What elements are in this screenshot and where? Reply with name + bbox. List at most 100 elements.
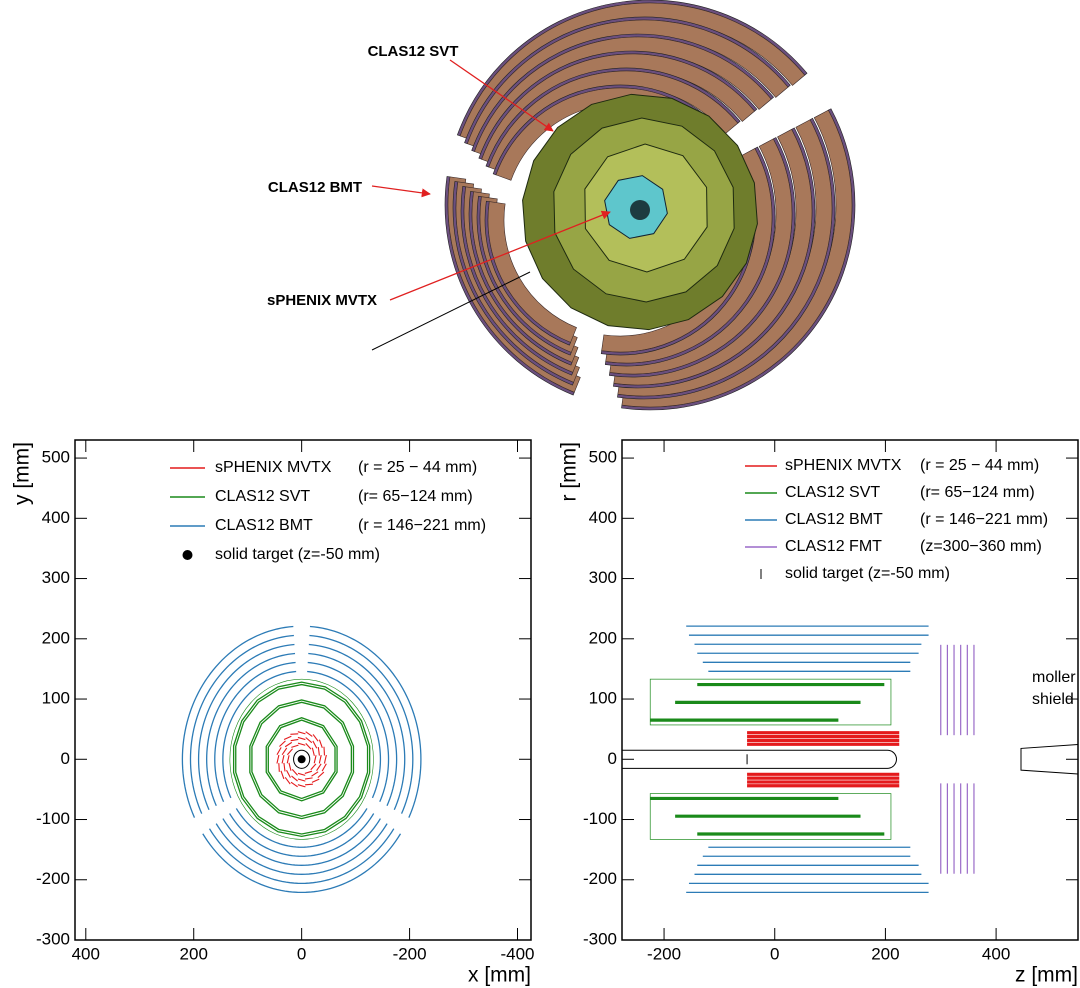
y-tick-label: 100 <box>42 689 70 708</box>
y-tick-label: -100 <box>36 809 70 828</box>
legend-label: CLAS12 BMT <box>785 511 883 528</box>
y-tick-label: 200 <box>42 628 70 647</box>
detector-rendering <box>445 0 855 410</box>
x-tick-label: 200 <box>871 944 899 963</box>
mvtx-stave <box>319 755 321 763</box>
legend-label: sPHENIX MVTX <box>215 459 332 476</box>
mvtx-stave <box>319 740 322 748</box>
legend-label: sPHENIX MVTX <box>785 457 902 474</box>
mvtx-stave <box>318 747 319 755</box>
label-3d: CLAS12 BMT <box>268 179 362 196</box>
target <box>298 755 306 763</box>
mvtx-stave <box>290 734 298 735</box>
mvtx-stave <box>282 748 287 755</box>
mvtx-stave <box>285 777 290 784</box>
mvtx-stave <box>285 742 292 746</box>
bmt-layer <box>223 819 380 866</box>
mvtx-stave <box>305 778 313 779</box>
mvtx-stave <box>279 763 280 772</box>
legend-range: (r = 146−221 mm) <box>358 517 486 534</box>
mvtx-stave <box>305 771 312 773</box>
legend-range: (r= 65−124 mm) <box>358 488 473 505</box>
x-tick-label: -200 <box>647 944 681 963</box>
legend-label: solid target (z=-50 mm) <box>215 546 380 563</box>
y-tick-label: -300 <box>583 929 617 948</box>
arrow <box>372 186 430 194</box>
y-tick-label: -200 <box>583 869 617 888</box>
figure: CLAS12 SVT CLAS12 BMT sPHENIX MVTX 400 20… <box>0 0 1080 988</box>
y-tick-label: 400 <box>589 508 617 527</box>
legend-label: CLAS12 SVT <box>785 484 880 501</box>
label-3d: CLAS12 SVT <box>368 43 459 60</box>
mvtx-stave <box>311 764 316 770</box>
mvtx-stave <box>314 755 316 763</box>
mvtx-stave <box>318 772 324 778</box>
mvtx-stave <box>277 755 279 763</box>
mvtx-stave <box>291 745 298 747</box>
plot-area <box>182 626 421 892</box>
annotation: moller <box>1032 669 1076 686</box>
y-tick-label: -100 <box>583 809 617 828</box>
mvtx-stave <box>322 764 326 771</box>
label-3d: sPHENIX MVTX <box>267 292 377 309</box>
mvtx-bore <box>630 200 650 220</box>
legend-label: CLAS12 FMT <box>785 538 882 555</box>
x-tick-label: 400 <box>982 944 1010 963</box>
mvtx-stave <box>298 785 306 787</box>
y-tick-label: -300 <box>36 929 70 948</box>
y-tick-label: -200 <box>36 869 70 888</box>
y-axis-title: r [mm] <box>558 442 581 501</box>
mvtx-stave <box>312 772 319 776</box>
mvtx-stave <box>282 755 284 763</box>
mvtx-stave <box>284 763 285 771</box>
y-tick-label: 300 <box>589 568 617 587</box>
y-tick-label: 200 <box>589 628 617 647</box>
x-tick-label: 200 <box>180 944 208 963</box>
x-tick-label: 400 <box>72 944 100 963</box>
mvtx-stave <box>279 741 285 747</box>
y-tick-label: 500 <box>42 448 70 467</box>
mvtx-stave <box>281 771 284 779</box>
legend-label: solid target (z=-50 mm) <box>785 565 950 582</box>
mvtx-stave <box>306 743 311 749</box>
mvtx-stave <box>298 779 305 781</box>
mvtx-stave <box>298 737 305 739</box>
y-axis-title: y [mm] <box>11 442 34 505</box>
panel: 4002000-200-400-300-200-1000100200300400… <box>11 440 535 987</box>
mvtx-stave <box>298 773 305 775</box>
legend-range: (z=300−360 mm) <box>920 538 1042 555</box>
annotation: shield <box>1032 691 1074 708</box>
mvtx-stave <box>289 763 291 771</box>
mvtx-stave <box>306 732 313 737</box>
legend-swatch <box>183 550 193 560</box>
y-tick-label: 0 <box>608 749 617 768</box>
legend-range: (r = 146−221 mm) <box>920 511 1048 528</box>
mvtx-stave <box>313 734 318 741</box>
mvtx-stave <box>287 749 292 755</box>
legend-range: (r = 25 − 44 mm) <box>920 457 1039 474</box>
mvtx-stave <box>324 755 326 763</box>
mvtx-stave <box>324 747 325 756</box>
mvtx-stave <box>292 769 297 775</box>
mvtx-stave <box>291 776 297 781</box>
y-tick-label: 500 <box>589 448 617 467</box>
bmt-layer <box>223 672 296 798</box>
mvtx-stave <box>306 738 312 743</box>
bmt-layer <box>307 672 380 798</box>
mvtx-stave <box>277 747 281 754</box>
mvtx-stave <box>298 732 306 734</box>
legend-range: (r= 65−124 mm) <box>920 484 1035 501</box>
mvtx-stave <box>305 784 313 785</box>
bmt-layer <box>207 654 295 806</box>
x-tick-label: 0 <box>297 944 306 963</box>
mvtx-stave <box>312 779 319 782</box>
mvtx-stave <box>287 770 291 777</box>
mvtx-stave <box>287 755 289 763</box>
mvtx-stave <box>298 743 305 745</box>
mvtx-stave <box>284 736 291 739</box>
x-tick-label: 0 <box>770 944 779 963</box>
x-tick-label: -400 <box>500 944 534 963</box>
x-tick-label: -200 <box>393 944 427 963</box>
x-axis-title: z [mm] <box>1015 964 1078 987</box>
